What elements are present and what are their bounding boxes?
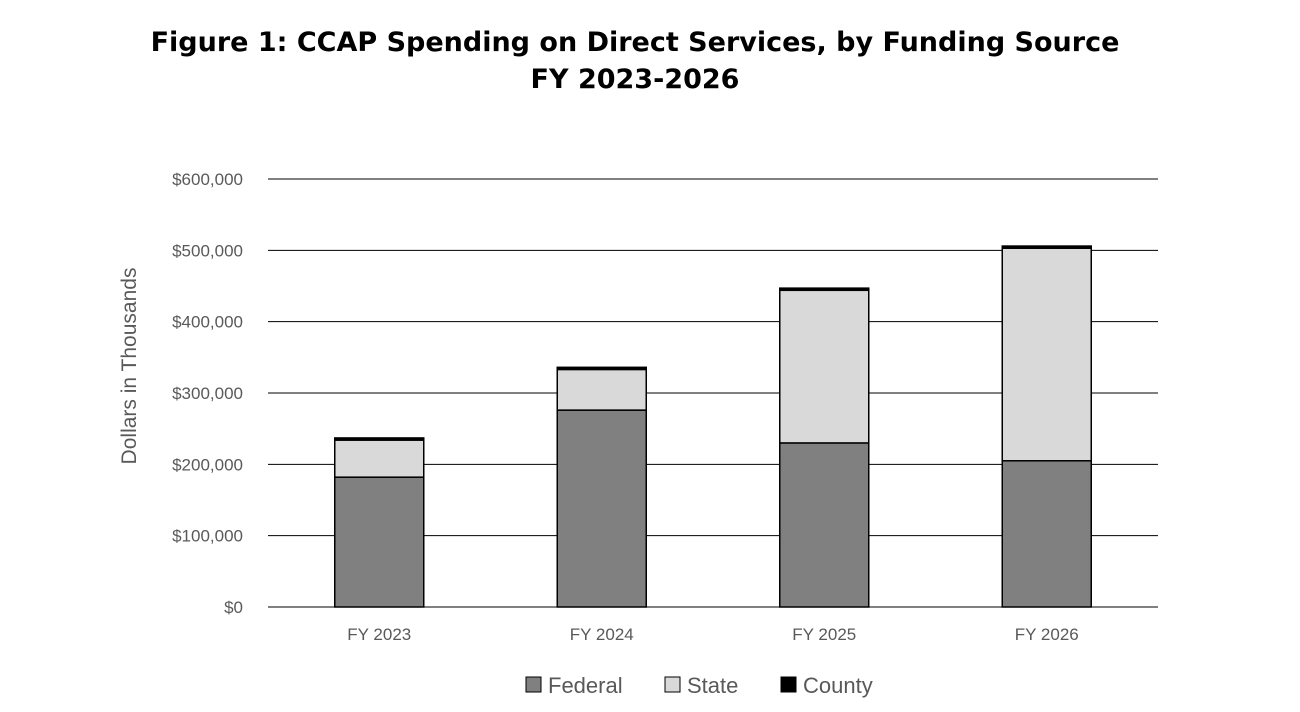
bar-county-fy-2025 [779, 287, 870, 292]
bars [334, 245, 1092, 608]
chart-title: Figure 1: CCAP Spending on Direct Servic… [0, 24, 1270, 98]
bar-federal-fy-2024 [556, 409, 647, 608]
y-tick-label: $300,000 [172, 384, 243, 403]
chart-subtitle: FY 2023-2026 [530, 64, 740, 95]
y-tick-label: $600,000 [172, 170, 243, 189]
legend-swatch-federal [525, 676, 542, 693]
bar-state-fy-2024 [556, 368, 647, 411]
chart-title-line1: Figure 1: CCAP Spending on Direct Servic… [150, 27, 1120, 58]
y-tick-label: $200,000 [172, 455, 243, 474]
bar-federal-fy-2025 [779, 442, 870, 608]
legend-label-county: County [803, 673, 873, 698]
bar-county-fy-2023 [334, 437, 425, 441]
y-tick-label: $0 [224, 598, 243, 617]
y-tick-label: $500,000 [172, 241, 243, 260]
bar-federal-fy-2023 [334, 476, 425, 608]
legend-label-federal: Federal [548, 673, 623, 698]
y-tick-label: $100,000 [172, 527, 243, 546]
legend-swatch-county [780, 676, 797, 693]
y-axis-ticks: $0 $100,000 $200,000 $300,000 $400,000 $500,0… [172, 170, 243, 617]
legend-swatch-state [664, 676, 681, 693]
bar-state-fy-2026 [1001, 247, 1092, 462]
y-axis-label: Dollars in Thousands [118, 268, 141, 465]
bar-county-fy-2026 [1001, 245, 1092, 249]
bar-state-fy-2023 [334, 439, 425, 478]
x-tick-label: FY 2024 [570, 625, 634, 644]
x-tick-label: FY 2026 [1015, 625, 1079, 644]
bar-county-fy-2024 [556, 366, 647, 371]
bar-federal-fy-2026 [1001, 460, 1092, 608]
y-tick-label: $400,000 [172, 313, 243, 332]
legend: Federal State County [525, 673, 873, 698]
x-tick-label: FY 2023 [347, 625, 411, 644]
legend-label-state: State [687, 673, 738, 698]
x-tick-label: FY 2025 [792, 625, 856, 644]
bar-state-fy-2025 [779, 289, 870, 444]
x-axis-ticks: FY 2023 FY 2024 FY 2025 FY 2026 [347, 625, 1078, 644]
